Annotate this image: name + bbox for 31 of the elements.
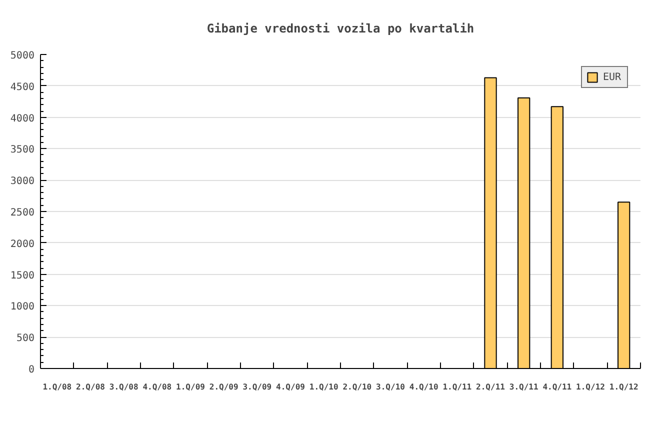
- y-tick-label: 0: [28, 364, 35, 376]
- y-tick-label: 2000: [10, 238, 35, 250]
- x-tick-label: 1.Q/11: [442, 382, 472, 392]
- x-tick-label: 3.Q/10: [376, 382, 406, 392]
- x-tick-label: 1.Q/10: [309, 382, 338, 392]
- x-tick-label: 3.Q/11: [509, 382, 538, 392]
- y-tick-label: 3500: [10, 144, 35, 156]
- y-tick-label: 1000: [10, 302, 35, 313]
- x-tick-label: 3.Q/09: [242, 382, 272, 392]
- x-tick-label: 3.Q/08: [109, 382, 138, 392]
- y-tick-label: 4500: [10, 82, 35, 93]
- x-tick-label: 2.Q/08: [76, 382, 106, 392]
- chart-title: Gibanje vrednosti vozila po kvartalih: [206, 22, 474, 36]
- y-tick-label: 1500: [10, 270, 35, 282]
- x-tick-label: 2.Q/10: [342, 382, 372, 392]
- x-tick-label: 1.Q/12: [609, 382, 638, 392]
- y-tick-label: 3000: [10, 176, 35, 188]
- x-tick-label: 1.Q/12: [576, 382, 606, 392]
- x-tick-label: 1.Q/09: [176, 382, 206, 392]
- y-tick-label: 5000: [10, 50, 35, 62]
- y-tick-label: 4000: [10, 113, 35, 124]
- x-tick-label: 4.Q/10: [409, 382, 438, 392]
- x-tick-label: 4.Q/11: [542, 382, 572, 392]
- x-tick-label: 4.Q/08: [142, 382, 172, 392]
- y-tick-label: 500: [16, 333, 34, 344]
- y-tick-label: 2500: [10, 208, 35, 218]
- x-tick-label: 1.Q/08: [42, 382, 72, 392]
- x-tick-label: 2.Q/09: [209, 382, 238, 392]
- legend-label: EUR: [603, 72, 622, 82]
- x-tick-label: 2.Q/11: [476, 382, 506, 392]
- x-tick-label: 4.Q/09: [276, 382, 306, 392]
